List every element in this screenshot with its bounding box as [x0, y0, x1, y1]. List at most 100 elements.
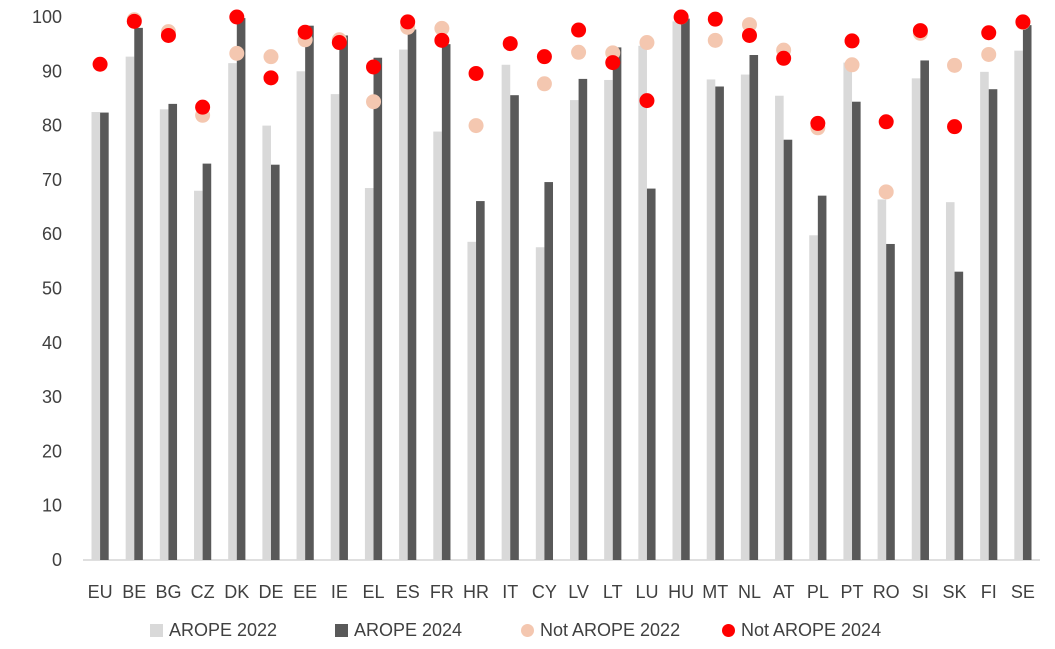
x-tick-label: LT: [603, 582, 623, 602]
y-axis: 0 10 20 30 40 50 60 70 80 90 100: [32, 7, 62, 570]
y-tick-label: 100: [32, 7, 62, 27]
bar-arope-2022: [433, 131, 442, 560]
legend-item: AROPE 2022: [150, 620, 277, 640]
point-not-arope-2022: [639, 35, 655, 51]
bar-arope-2022: [706, 79, 716, 560]
bar-arope-2022: [262, 125, 271, 560]
point-not-arope-2024: [878, 114, 894, 130]
bar-arope-2024: [646, 188, 656, 560]
x-tick-label: SK: [943, 582, 967, 602]
x-tick-label: DE: [258, 582, 283, 602]
bar-arope-2022: [877, 199, 887, 560]
x-tick-label: HR: [463, 582, 489, 602]
point-not-arope-2022: [741, 17, 757, 33]
bar-arope-2024: [852, 101, 861, 560]
legend-marker: [722, 624, 735, 637]
bar-arope-2024: [612, 47, 622, 560]
point-not-arope-2022: [981, 46, 997, 62]
point-not-arope-2022: [707, 32, 723, 48]
bar-arope-2024: [168, 103, 178, 560]
point-not-arope-2022: [571, 44, 587, 60]
bar-arope-2024: [476, 201, 485, 560]
x-tick-label: EL: [363, 582, 385, 602]
bar-arope-2024: [988, 89, 998, 561]
bar-arope-2024: [100, 112, 109, 561]
point-not-arope-2024: [1015, 14, 1031, 30]
x-tick-label: FR: [430, 582, 454, 602]
point-not-arope-2024: [707, 11, 723, 27]
y-tick-label: 60: [42, 224, 62, 244]
point-not-arope-2024: [810, 115, 826, 131]
y-tick-label: 30: [42, 387, 62, 407]
bar-arope-2022: [228, 63, 237, 560]
bar-arope-2022: [364, 188, 374, 561]
point-not-arope-2024: [981, 25, 997, 41]
bar-arope-2022: [809, 235, 818, 560]
x-tick-label: LV: [568, 582, 589, 602]
bar-arope-2022: [501, 64, 511, 560]
y-tick-label: 70: [42, 170, 62, 190]
point-not-arope-2022: [434, 20, 450, 36]
point-not-arope-2024: [605, 55, 621, 71]
point-not-arope-2024: [297, 24, 313, 40]
point-not-arope-2024: [400, 14, 416, 30]
bar-arope-2024: [270, 164, 280, 561]
point-not-arope-2022: [844, 57, 860, 73]
bar-arope-2022: [91, 112, 101, 561]
x-tick-label: RO: [873, 582, 900, 602]
bar-arope-2022: [980, 71, 989, 560]
bar-arope-2022: [159, 109, 169, 560]
point-not-arope-2022: [263, 49, 279, 65]
point-not-arope-2024: [947, 119, 963, 135]
bar-arope-2022: [604, 79, 613, 560]
bar-arope-2024: [1022, 25, 1032, 560]
bar-arope-2022: [125, 56, 135, 560]
bar-arope-2024: [783, 139, 793, 560]
plot-area: [83, 9, 1040, 561]
bar-arope-2024: [749, 55, 759, 560]
bar-arope-2022: [330, 94, 340, 560]
legend-swatch: [335, 624, 348, 637]
bar-arope-2024: [715, 86, 724, 560]
bar-arope-2024: [441, 44, 451, 560]
y-tick-label: 40: [42, 333, 62, 353]
point-not-arope-2022: [468, 118, 484, 134]
bar-arope-2022: [194, 190, 203, 560]
y-tick-label: 20: [42, 441, 62, 461]
y-tick-label: 50: [42, 279, 62, 299]
bar-arope-2022: [843, 62, 853, 560]
x-tick-label: IT: [502, 582, 518, 602]
point-not-arope-2024: [434, 32, 450, 48]
point-not-arope-2024: [571, 22, 587, 38]
bar-arope-2024: [339, 35, 348, 561]
bar-arope-2024: [954, 271, 964, 560]
bar-arope-2024: [407, 29, 417, 560]
bar-arope-2022: [296, 71, 306, 561]
bar-arope-2024: [236, 18, 246, 561]
point-not-arope-2024: [912, 23, 928, 39]
bar-arope-2022: [569, 100, 579, 560]
legend-swatch: [150, 624, 163, 637]
bar-arope-2022: [911, 78, 921, 560]
legend-marker: [521, 624, 534, 637]
point-not-arope-2024: [776, 50, 792, 66]
x-tick-label: BE: [122, 582, 146, 602]
x-tick-label: SI: [912, 582, 929, 602]
point-not-arope-2024: [195, 99, 211, 115]
bar-arope-2022: [467, 241, 477, 560]
x-axis: EU BE BG CZ DK DE EE IE EL ES FR HR IT CY LV LT LU HU MT NL…: [88, 582, 1035, 602]
x-tick-label: ES: [396, 582, 420, 602]
bar-arope-2022: [399, 49, 408, 560]
bar-arope-2024: [305, 25, 314, 561]
bar-arope-2022: [535, 247, 545, 560]
point-not-arope-2024: [263, 70, 279, 86]
point-not-arope-2024: [92, 56, 108, 72]
point-not-arope-2024: [741, 27, 757, 43]
bar-arope-2024: [681, 18, 690, 560]
x-tick-label: CY: [532, 582, 557, 602]
x-tick-label: PT: [841, 582, 864, 602]
bar-arope-2022: [945, 202, 955, 560]
bar-arope-2024: [578, 78, 588, 560]
point-not-arope-2024: [639, 93, 655, 109]
